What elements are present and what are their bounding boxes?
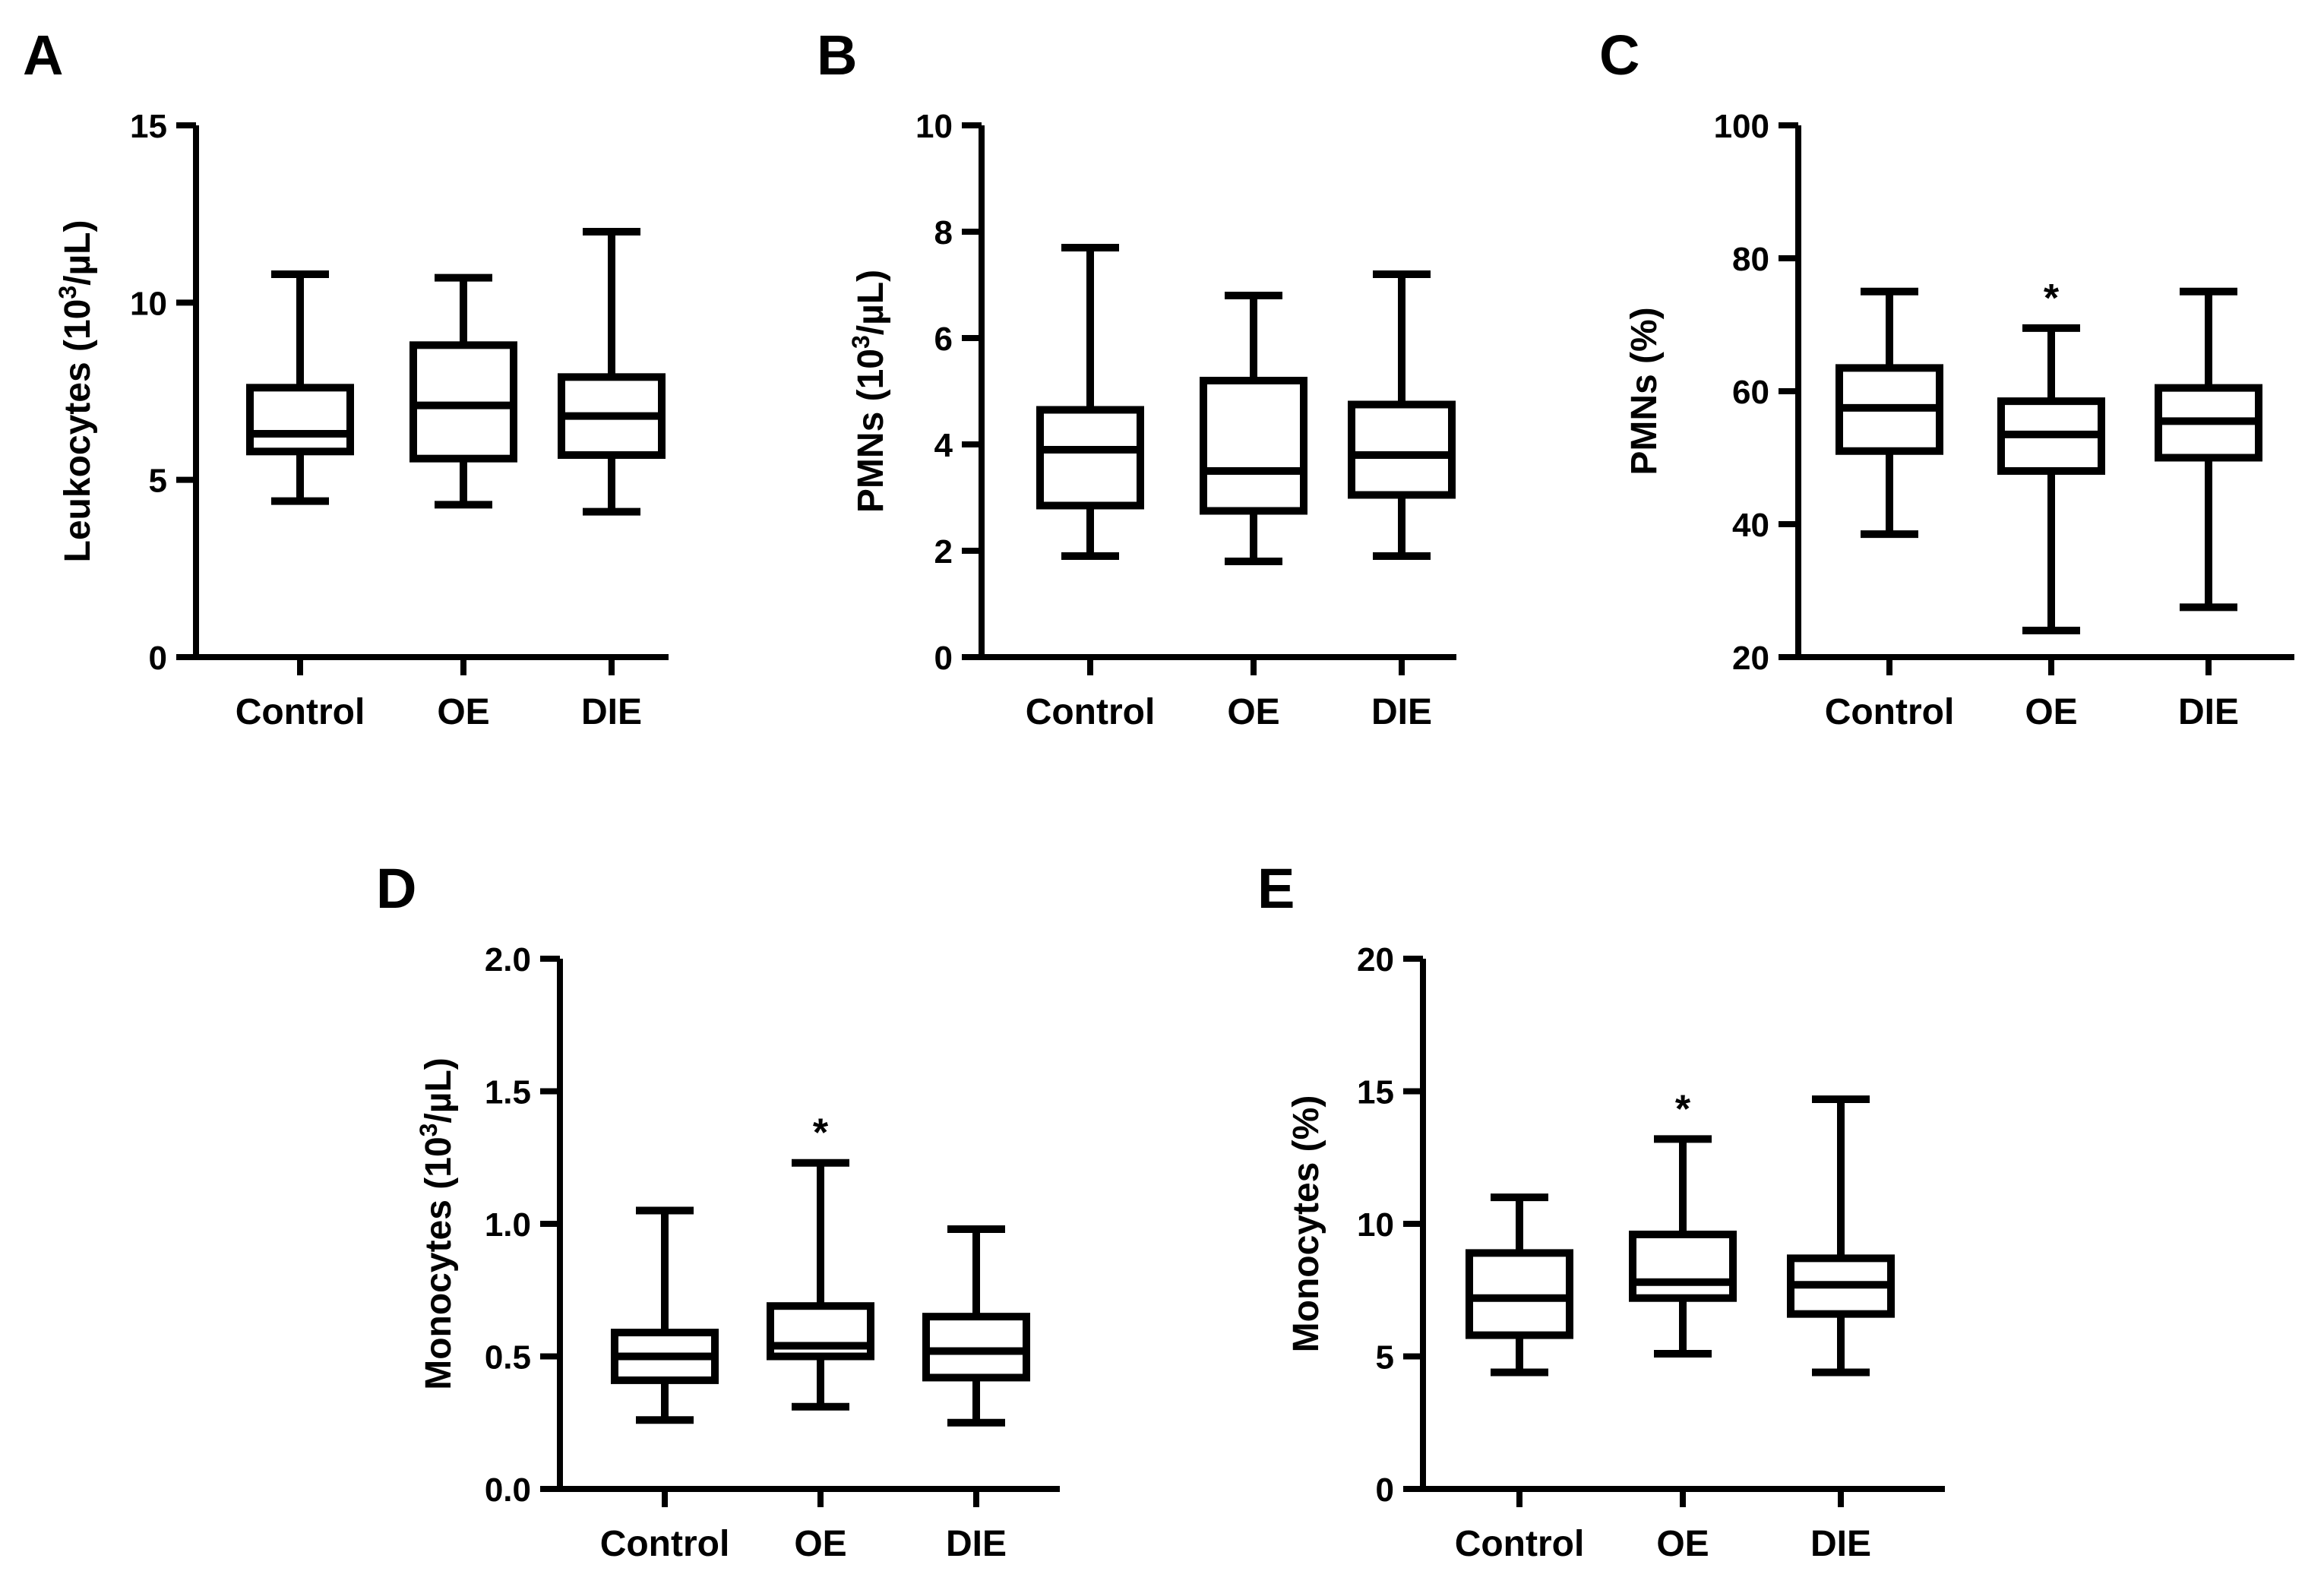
y-axis-title-main: Monocytes (10 bbox=[419, 1136, 459, 1389]
panel-a: A 0 5 10 15 Leukocytes (103/µL) Control OE DIE bbox=[23, 24, 669, 732]
iqr-box bbox=[1348, 400, 1456, 499]
x-category-label: OE bbox=[1227, 692, 1279, 732]
panel-c: C 20 40 60 80 100 PMNs (%) Control * OE DIE bbox=[1599, 24, 2294, 732]
y-axis-title-unit: /µL) bbox=[419, 1057, 459, 1123]
x-category-label: OE bbox=[1656, 1524, 1709, 1564]
box-die bbox=[2155, 287, 2262, 612]
x-category-label: DIE bbox=[946, 1524, 1007, 1564]
box-oe: * bbox=[767, 1111, 874, 1411]
y-tick-label: 60 bbox=[1732, 374, 1769, 411]
y-tick-label: 2 bbox=[934, 533, 953, 571]
x-category-label: OE bbox=[437, 692, 489, 732]
significance-marker: * bbox=[813, 1111, 829, 1155]
panel-b: B 0 2 4 6 8 10 PMNs (103/µL) Control OE DIE bbox=[817, 24, 1456, 732]
y-tick-label: 80 bbox=[1732, 241, 1769, 278]
y-tick-label: 8 bbox=[934, 214, 953, 251]
x-category-label: Control bbox=[1455, 1524, 1585, 1564]
box-oe bbox=[1200, 292, 1307, 565]
y-axis-title: Monocytes (%) bbox=[1286, 1095, 1326, 1353]
x-category-label: Control bbox=[1825, 692, 1955, 732]
y-axis-title-main: Leukocytes (10 bbox=[58, 299, 98, 563]
y-tick-label: 10 bbox=[915, 108, 953, 145]
y-axis-title: PMNs (103/µL) bbox=[847, 270, 891, 513]
y-tick-label: 0 bbox=[1376, 1471, 1394, 1509]
box-die bbox=[558, 228, 666, 516]
iqr-box bbox=[246, 384, 354, 456]
panel-letter: C bbox=[1599, 24, 1639, 87]
y-axis-title: PMNs (%) bbox=[1624, 307, 1665, 475]
y-axis-title-main: PMNs (10 bbox=[851, 349, 891, 513]
y-axis-title-superscript: 3 bbox=[847, 335, 874, 349]
x-category-label: Control bbox=[600, 1524, 730, 1564]
x-category-label: OE bbox=[794, 1524, 846, 1564]
y-tick-label: 20 bbox=[1357, 941, 1394, 978]
y-axis-title-main: PMNs (%) bbox=[1624, 307, 1665, 475]
box-die bbox=[922, 1225, 1030, 1427]
panel-letter: A bbox=[23, 24, 63, 87]
y-tick-label: 2.0 bbox=[485, 941, 531, 978]
y-tick-label: 0 bbox=[149, 640, 167, 677]
iqr-box bbox=[1036, 406, 1144, 510]
y-tick-label: 20 bbox=[1732, 640, 1769, 677]
panel-e: E 0 5 10 15 20 Monocytes (%) Control * OE DIE bbox=[1257, 857, 1945, 1564]
significance-marker: * bbox=[1675, 1087, 1691, 1131]
x-category-label: DIE bbox=[581, 692, 642, 732]
x-category-label: Control bbox=[1026, 692, 1156, 732]
y-tick-label: 10 bbox=[1357, 1206, 1394, 1244]
box-control bbox=[246, 270, 354, 505]
box-die bbox=[1787, 1095, 1895, 1377]
y-tick-label: 1.0 bbox=[485, 1206, 531, 1244]
panel-letter: B bbox=[817, 24, 857, 87]
box-control bbox=[611, 1206, 719, 1424]
x-category-label: DIE bbox=[1371, 692, 1432, 732]
y-tick-label: 0.5 bbox=[485, 1339, 531, 1377]
iqr-box bbox=[1629, 1230, 1737, 1302]
y-tick-label: 100 bbox=[1714, 108, 1769, 145]
box-control bbox=[1466, 1193, 1573, 1377]
iqr-box bbox=[767, 1302, 874, 1361]
y-tick-label: 10 bbox=[130, 285, 167, 322]
y-tick-label: 1.5 bbox=[485, 1074, 531, 1111]
x-category-label: OE bbox=[2025, 692, 2077, 732]
y-tick-label: 15 bbox=[1357, 1074, 1394, 1111]
iqr-box bbox=[1466, 1249, 1573, 1339]
box-oe: * bbox=[1997, 277, 2105, 634]
y-axis-title-unit: /µL) bbox=[851, 270, 891, 335]
y-tick-label: 0.0 bbox=[485, 1471, 531, 1509]
significance-marker: * bbox=[2044, 277, 2060, 321]
iqr-box bbox=[1200, 377, 1307, 515]
y-tick-label: 4 bbox=[934, 427, 953, 464]
y-tick-label: 5 bbox=[149, 463, 167, 500]
x-category-label: DIE bbox=[1810, 1524, 1871, 1564]
x-category-label: DIE bbox=[2178, 692, 2239, 732]
y-axis-title: Leukocytes (103/µL) bbox=[54, 220, 98, 563]
y-axis-title: Monocytes (103/µL) bbox=[415, 1057, 459, 1390]
x-category-label: Control bbox=[236, 692, 365, 732]
y-tick-label: 15 bbox=[130, 108, 167, 145]
y-axis-title-unit: /µL) bbox=[58, 220, 98, 286]
box-oe: * bbox=[1629, 1087, 1737, 1358]
y-axis-title-superscript: 3 bbox=[54, 286, 81, 299]
y-tick-label: 40 bbox=[1732, 507, 1769, 544]
iqr-box bbox=[922, 1313, 1030, 1382]
box-die bbox=[1348, 270, 1456, 560]
y-axis-title-main: Monocytes (%) bbox=[1286, 1095, 1326, 1353]
y-axis-title-superscript: 3 bbox=[415, 1124, 442, 1137]
y-tick-label: 5 bbox=[1376, 1339, 1394, 1377]
panel-d: D 0.0 0.5 1.0 1.5 2.0 Monocytes (103/µL) Contro… bbox=[376, 857, 1060, 1564]
panel-letter: E bbox=[1257, 857, 1295, 920]
box-control bbox=[1835, 287, 1943, 539]
box-oe bbox=[409, 273, 517, 509]
y-tick-label: 0 bbox=[934, 640, 953, 677]
box-control bbox=[1036, 244, 1144, 560]
panel-letter: D bbox=[376, 857, 416, 920]
y-tick-label: 6 bbox=[934, 321, 953, 358]
